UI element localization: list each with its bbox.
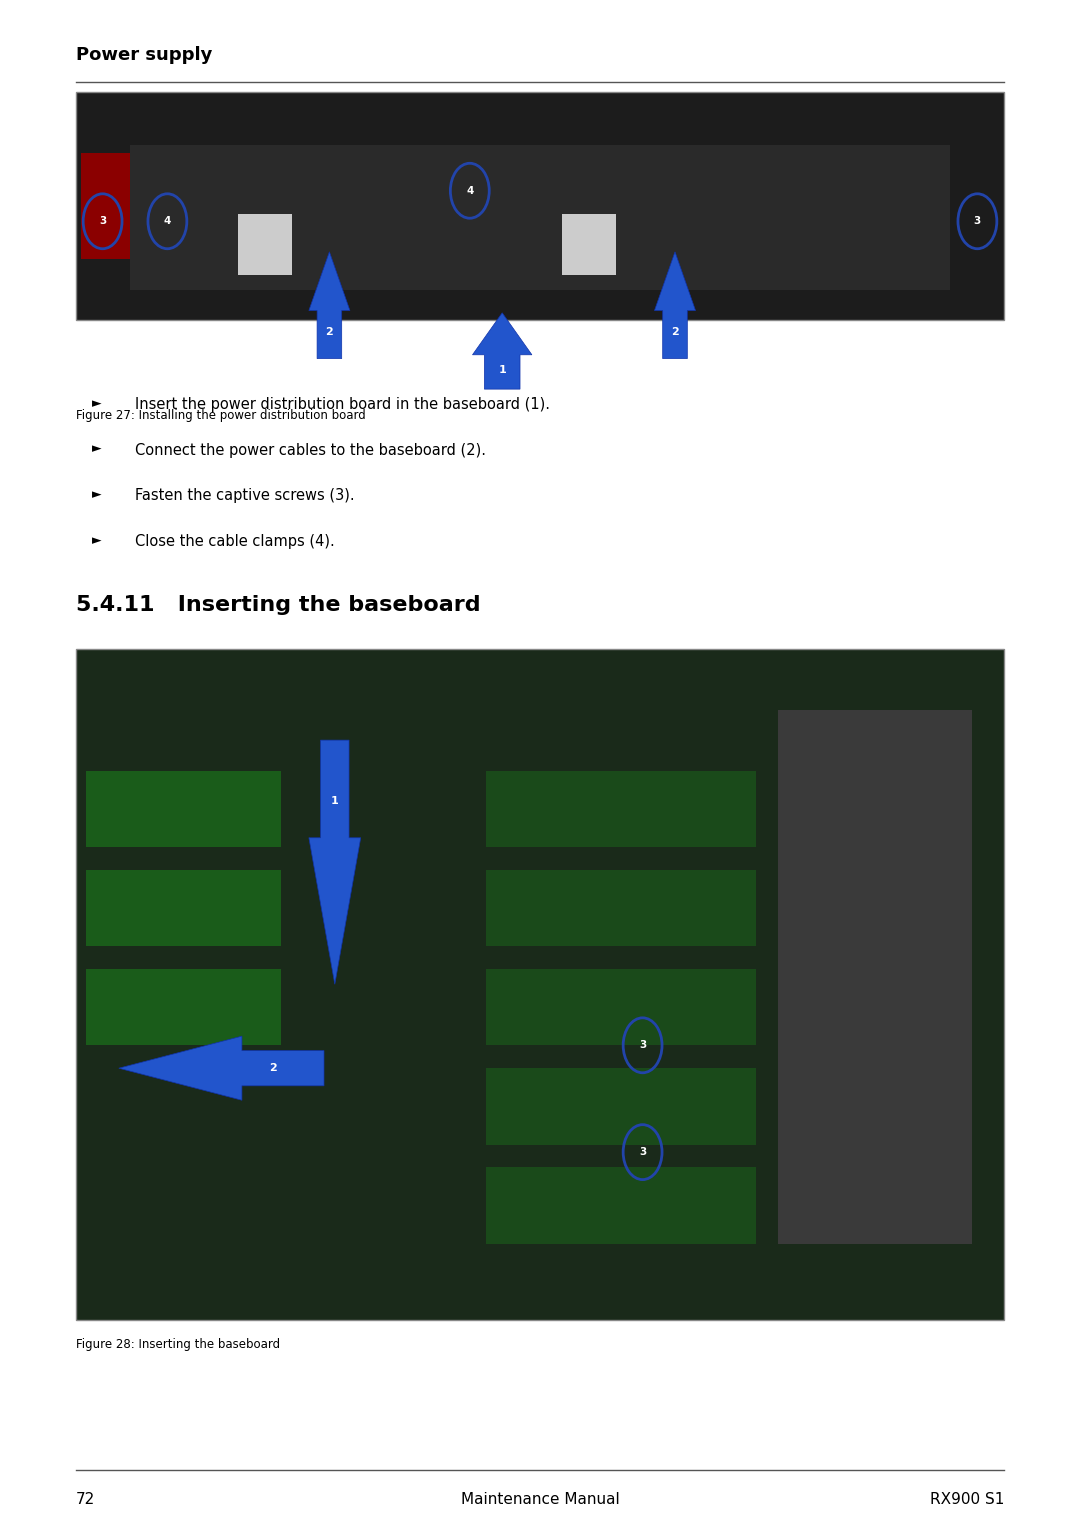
Text: 3: 3 [639, 1148, 646, 1157]
Text: 72: 72 [76, 1492, 95, 1508]
Text: 4: 4 [164, 217, 171, 226]
Text: ►: ► [92, 443, 102, 456]
Text: 2: 2 [671, 327, 679, 337]
Text: RX900 S1: RX900 S1 [930, 1492, 1004, 1508]
Polygon shape [654, 252, 696, 359]
FancyBboxPatch shape [86, 969, 281, 1045]
FancyBboxPatch shape [562, 214, 616, 275]
Text: ►: ► [92, 488, 102, 502]
Text: 3: 3 [974, 217, 981, 226]
Polygon shape [473, 313, 532, 389]
Text: Close the cable clamps (4).: Close the cable clamps (4). [135, 534, 335, 549]
FancyBboxPatch shape [130, 145, 950, 290]
FancyBboxPatch shape [86, 870, 281, 946]
FancyBboxPatch shape [486, 771, 756, 847]
Text: ►: ► [92, 534, 102, 548]
Text: Figure 28: Inserting the baseboard: Figure 28: Inserting the baseboard [76, 1338, 280, 1352]
Text: ►: ► [92, 397, 102, 410]
Text: 3: 3 [99, 217, 106, 226]
Text: 2: 2 [325, 327, 334, 337]
Text: Connect the power cables to the baseboard (2).: Connect the power cables to the baseboar… [135, 443, 486, 458]
FancyBboxPatch shape [486, 870, 756, 946]
FancyBboxPatch shape [486, 969, 756, 1045]
Text: Insert the power distribution board in the baseboard (1).: Insert the power distribution board in t… [135, 397, 550, 412]
Text: Maintenance Manual: Maintenance Manual [461, 1492, 619, 1508]
FancyBboxPatch shape [76, 92, 1004, 320]
Text: Power supply: Power supply [76, 46, 212, 64]
Text: 1: 1 [330, 797, 339, 806]
FancyBboxPatch shape [86, 771, 281, 847]
FancyBboxPatch shape [81, 153, 189, 259]
Polygon shape [309, 252, 350, 359]
FancyBboxPatch shape [486, 1167, 756, 1244]
FancyBboxPatch shape [486, 1068, 756, 1144]
Text: 1: 1 [498, 365, 507, 375]
FancyBboxPatch shape [238, 214, 292, 275]
Text: Figure 27: Installing the power distribution board: Figure 27: Installing the power distribu… [76, 409, 365, 423]
FancyBboxPatch shape [778, 710, 972, 1244]
Polygon shape [119, 1036, 324, 1100]
FancyBboxPatch shape [76, 649, 1004, 1320]
Polygon shape [309, 740, 361, 984]
Text: 2: 2 [269, 1064, 276, 1073]
Text: Fasten the captive screws (3).: Fasten the captive screws (3). [135, 488, 354, 504]
Text: 3: 3 [639, 1041, 646, 1050]
Text: 4: 4 [467, 186, 473, 195]
Text: 5.4.11   Inserting the baseboard: 5.4.11 Inserting the baseboard [76, 595, 481, 615]
